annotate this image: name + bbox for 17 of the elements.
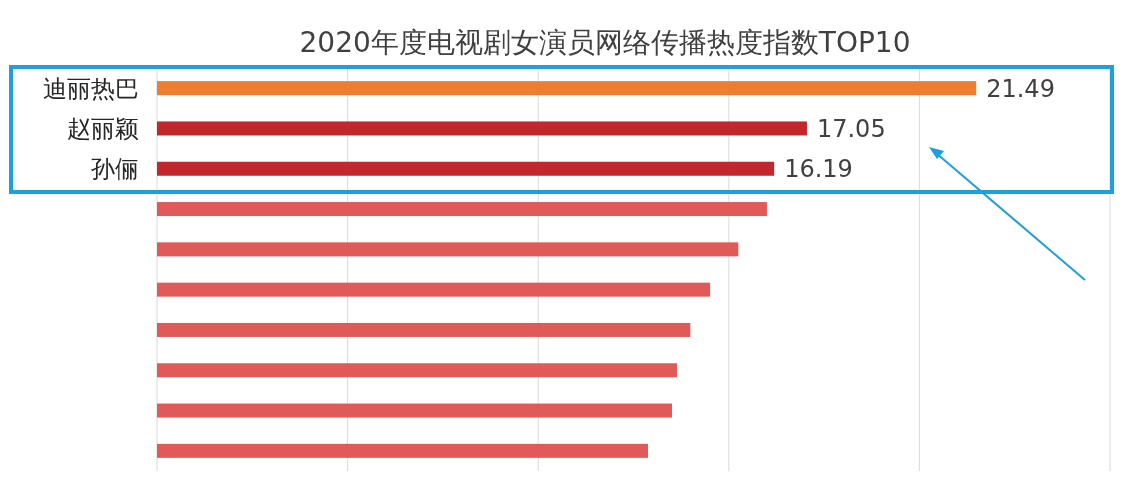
bar	[157, 161, 775, 176]
bar	[157, 403, 672, 418]
bar	[157, 282, 711, 297]
data-label: 16.19	[784, 155, 853, 184]
bar	[157, 363, 677, 378]
bar	[157, 202, 767, 217]
data-label: 21.49	[986, 74, 1055, 103]
bar	[157, 242, 739, 257]
bar	[157, 121, 807, 136]
y-tick-label: 赵丽颖	[67, 114, 139, 143]
bar	[157, 322, 691, 337]
data-label: 17.05	[816, 114, 886, 143]
bar	[157, 81, 977, 96]
y-tick-label: 孙俪	[91, 155, 139, 184]
chart-title: 2020年度电视剧女演员网络传播热度指数TOP10	[299, 26, 911, 59]
y-tick-label: 迪丽热巴	[43, 74, 139, 103]
bar	[157, 443, 648, 458]
